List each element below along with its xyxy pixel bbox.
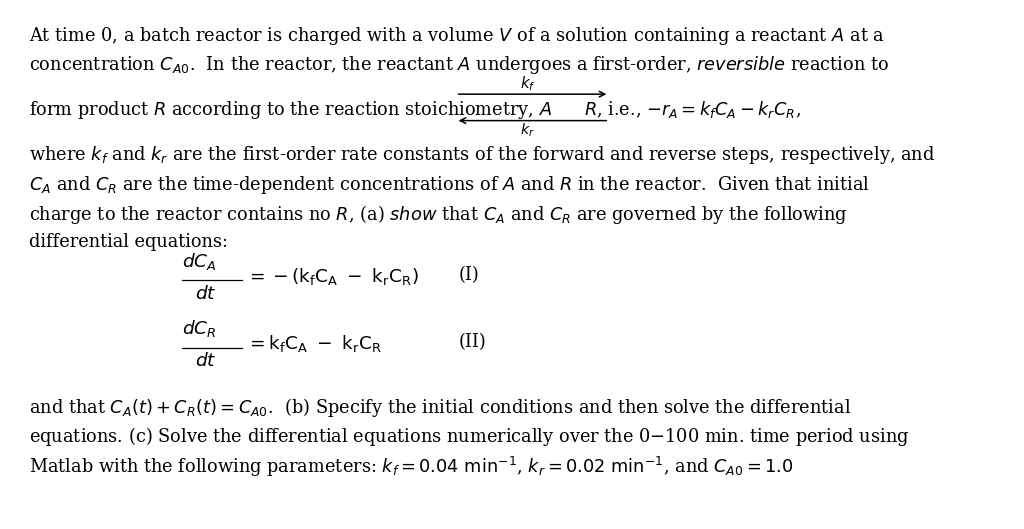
- Text: $dC_A$: $dC_A$: [182, 251, 217, 272]
- Text: $= \mathrm{k_f C_A\ -\ k_r C_R}$: $= \mathrm{k_f C_A\ -\ k_r C_R}$: [246, 333, 382, 354]
- Text: $k_f$: $k_f$: [520, 74, 536, 93]
- Text: differential equations:: differential equations:: [29, 233, 227, 251]
- Text: $C_A$ and $C_R$ are the time-dependent concentrations of $A$ and $R$ in the reac: $C_A$ and $C_R$ are the time-dependent c…: [29, 174, 869, 196]
- Text: charge to the reactor contains no $R$, (a) $\mathit{show}$ that $C_A$ and $C_R$ : charge to the reactor contains no $R$, (…: [29, 203, 848, 226]
- Text: form product $R$ according to the reaction stoichiometry, $A$: form product $R$ according to the reacti…: [29, 99, 552, 122]
- Text: (II): (II): [459, 333, 486, 351]
- Text: Matlab with the following parameters: $k_f = 0.04\ \mathrm{min^{-1}}$, $k_r = 0.: Matlab with the following parameters: $k…: [29, 455, 794, 479]
- Text: equations. (c) Solve the differential equations numerically over the 0$-$100 min: equations. (c) Solve the differential eq…: [29, 425, 909, 448]
- Text: $= -(\mathrm{k_f C_A\ -\ k_r C_R})$: $= -(\mathrm{k_f C_A\ -\ k_r C_R})$: [246, 266, 419, 287]
- Text: where $k_f$ and $k_r$ are the first-order rate constants of the forward and reve: where $k_f$ and $k_r$ are the first-orde…: [29, 144, 935, 166]
- Text: and that $C_A(t) + C_R(t) = C_{A0}$.  (b) Specify the initial conditions and the: and that $C_A(t) + C_R(t) = C_{A0}$. (b)…: [29, 396, 851, 418]
- Text: concentration $C_{A0}$.  In the reactor, the reactant $A$ undergoes a first-orde: concentration $C_{A0}$. In the reactor, …: [29, 54, 889, 76]
- Text: $dt$: $dt$: [195, 285, 216, 303]
- Text: $R$, i.e., $-r_A = k_fC_A - k_rC_R$,: $R$, i.e., $-r_A = k_fC_A - k_rC_R$,: [584, 99, 801, 121]
- Text: (I): (I): [459, 266, 479, 284]
- Text: $dC_R$: $dC_R$: [182, 318, 217, 340]
- Text: $k_r$: $k_r$: [520, 122, 536, 139]
- Text: $dt$: $dt$: [195, 352, 216, 370]
- Text: At time 0, a batch reactor is charged with a volume $V$ of a solution containing: At time 0, a batch reactor is charged wi…: [29, 25, 885, 48]
